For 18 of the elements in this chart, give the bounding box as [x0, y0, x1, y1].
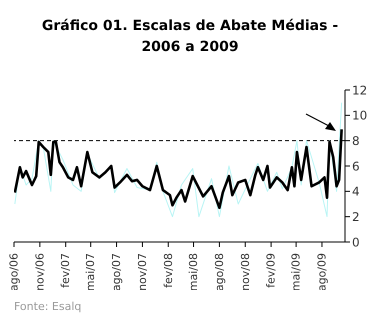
y-tick-label: 8: [352, 134, 360, 148]
x-tick-label: mai/09: [290, 253, 303, 292]
x-tick-label: fev/07: [59, 253, 72, 288]
x-tick-label: nov/07: [136, 253, 149, 291]
x-tick-label: mai/08: [187, 253, 200, 292]
x-tick-label: fev/08: [162, 253, 175, 288]
x-tick-label: fev/09: [264, 253, 278, 288]
y-tick-label: 12: [352, 83, 368, 98]
y-tick-label: 6: [352, 159, 360, 174]
x-tick-label: nov/08: [238, 253, 252, 291]
y-tick-label: 2: [352, 210, 360, 224]
x-tick-label: nov/06: [33, 253, 46, 291]
x-tick-label: mai/07: [84, 253, 98, 292]
chart-title: Gráfico 01. Escalas de Abate Médias - 2006 a 2009: [40, 17, 340, 57]
y-tick-label: 10: [352, 108, 368, 123]
y-tick-label: 0: [352, 235, 360, 250]
y-tick-label: 4: [352, 184, 360, 199]
source-note: Fonte: Esalq: [14, 300, 82, 313]
